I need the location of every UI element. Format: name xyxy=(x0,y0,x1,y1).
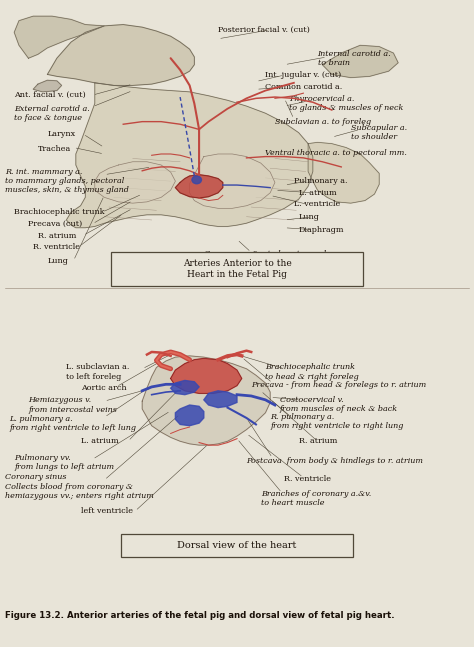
Text: Precava (cut): Precava (cut) xyxy=(28,220,82,228)
Text: Ant. facial v. (cut): Ant. facial v. (cut) xyxy=(14,91,86,99)
Text: Pulmonary a.: Pulmonary a. xyxy=(294,177,347,185)
Polygon shape xyxy=(308,142,379,203)
FancyBboxPatch shape xyxy=(121,534,353,557)
Text: Larynx: Larynx xyxy=(47,130,75,138)
Text: Thyrocervical a.
to glands & muscles of neck: Thyrocervical a. to glands & muscles of … xyxy=(289,95,403,112)
Text: left ventricle: left ventricle xyxy=(81,507,133,515)
Text: Brachiocephalic trunk: Brachiocephalic trunk xyxy=(14,208,105,216)
Polygon shape xyxy=(95,162,175,203)
Text: Costocervical v.
from muscles of neck & back: Costocervical v. from muscles of neck & … xyxy=(280,396,398,413)
Text: Pulmonary vv.
from lungs to left atrium: Pulmonary vv. from lungs to left atrium xyxy=(14,454,114,471)
Text: L. ventricle: L. ventricle xyxy=(294,201,340,208)
Polygon shape xyxy=(322,45,398,78)
Text: Lung: Lung xyxy=(299,213,319,221)
Polygon shape xyxy=(33,80,62,92)
Polygon shape xyxy=(190,154,275,208)
FancyBboxPatch shape xyxy=(111,252,363,286)
Text: R. ventricle: R. ventricle xyxy=(284,475,331,483)
Text: Internal carotid a.
to brain: Internal carotid a. to brain xyxy=(318,50,391,67)
Text: R. atrium: R. atrium xyxy=(38,232,76,239)
Text: Aortic arch: Aortic arch xyxy=(81,384,126,392)
Polygon shape xyxy=(171,358,242,393)
Text: L. atrium: L. atrium xyxy=(81,437,118,445)
Polygon shape xyxy=(66,83,313,228)
Text: Coronary a.&v. to heart muscle: Coronary a.&v. to heart muscle xyxy=(204,250,331,258)
Text: Brachiocephalic trunk
to head & right foreleg: Brachiocephalic trunk to head & right fo… xyxy=(265,364,359,380)
Text: Lung: Lung xyxy=(47,257,68,265)
Text: R. int. mammary a.
to mammary glands, pectoral
muscles, skin, & thymus gland: R. int. mammary a. to mammary glands, pe… xyxy=(5,168,128,194)
Text: Figure 13.2. Anterior arteries of the fetal pig and dorsal view of fetal pig hea: Figure 13.2. Anterior arteries of the fe… xyxy=(5,611,394,620)
Polygon shape xyxy=(204,391,237,408)
Text: Subclavian a. to foreleg: Subclavian a. to foreleg xyxy=(275,118,371,126)
Polygon shape xyxy=(175,175,223,198)
Text: Postcava  from body & hindlegs to r. atrium: Postcava from body & hindlegs to r. atri… xyxy=(246,457,423,465)
Text: Trachea: Trachea xyxy=(38,145,71,153)
Text: L. subclavian a.
to left foreleg: L. subclavian a. to left foreleg xyxy=(66,364,130,380)
Text: Posterior facial v. (cut): Posterior facial v. (cut) xyxy=(218,26,310,34)
Text: External carotid a.
to face & tongue: External carotid a. to face & tongue xyxy=(14,105,90,122)
Ellipse shape xyxy=(192,176,201,184)
Text: Int. jugular v. (cut): Int. jugular v. (cut) xyxy=(265,71,342,79)
Text: R. atrium: R. atrium xyxy=(299,437,337,445)
Text: Ventral thoracic a. to pectoral mm.: Ventral thoracic a. to pectoral mm. xyxy=(265,149,407,157)
Polygon shape xyxy=(47,25,194,85)
Text: Precava - from head & forelegs to r. atrium: Precava - from head & forelegs to r. atr… xyxy=(251,381,427,389)
Polygon shape xyxy=(171,380,199,395)
Text: Arteries Anterior to the
Heart in the Fetal Pig: Arteries Anterior to the Heart in the Fe… xyxy=(182,259,292,279)
Text: R. ventricle: R. ventricle xyxy=(33,243,80,251)
Text: Coronary sinus
Collects blood from coronary &
hemiazygous vv.; enters right atri: Coronary sinus Collects blood from coron… xyxy=(5,474,154,499)
Polygon shape xyxy=(142,356,270,445)
Text: Subcapular a.
to shoulder: Subcapular a. to shoulder xyxy=(351,124,407,141)
Text: Diaphragm: Diaphragm xyxy=(299,226,344,234)
Text: Branches of coronary a.&v.
to heart muscle: Branches of coronary a.&v. to heart musc… xyxy=(261,490,371,507)
Text: Hemiazygous v.
from intercostal veins: Hemiazygous v. from intercostal veins xyxy=(28,397,117,413)
Text: Common carotid a.: Common carotid a. xyxy=(265,83,343,91)
Text: L. pulmonary a.
from right ventricle to left lung: L. pulmonary a. from right ventricle to … xyxy=(9,415,137,432)
Polygon shape xyxy=(175,405,204,426)
Text: L. atrium: L. atrium xyxy=(299,189,336,197)
Text: Dorsal view of the heart: Dorsal view of the heart xyxy=(177,542,297,550)
Text: R. pulmonary a.
from right ventricle to right lung: R. pulmonary a. from right ventricle to … xyxy=(270,413,403,430)
Polygon shape xyxy=(14,16,104,58)
